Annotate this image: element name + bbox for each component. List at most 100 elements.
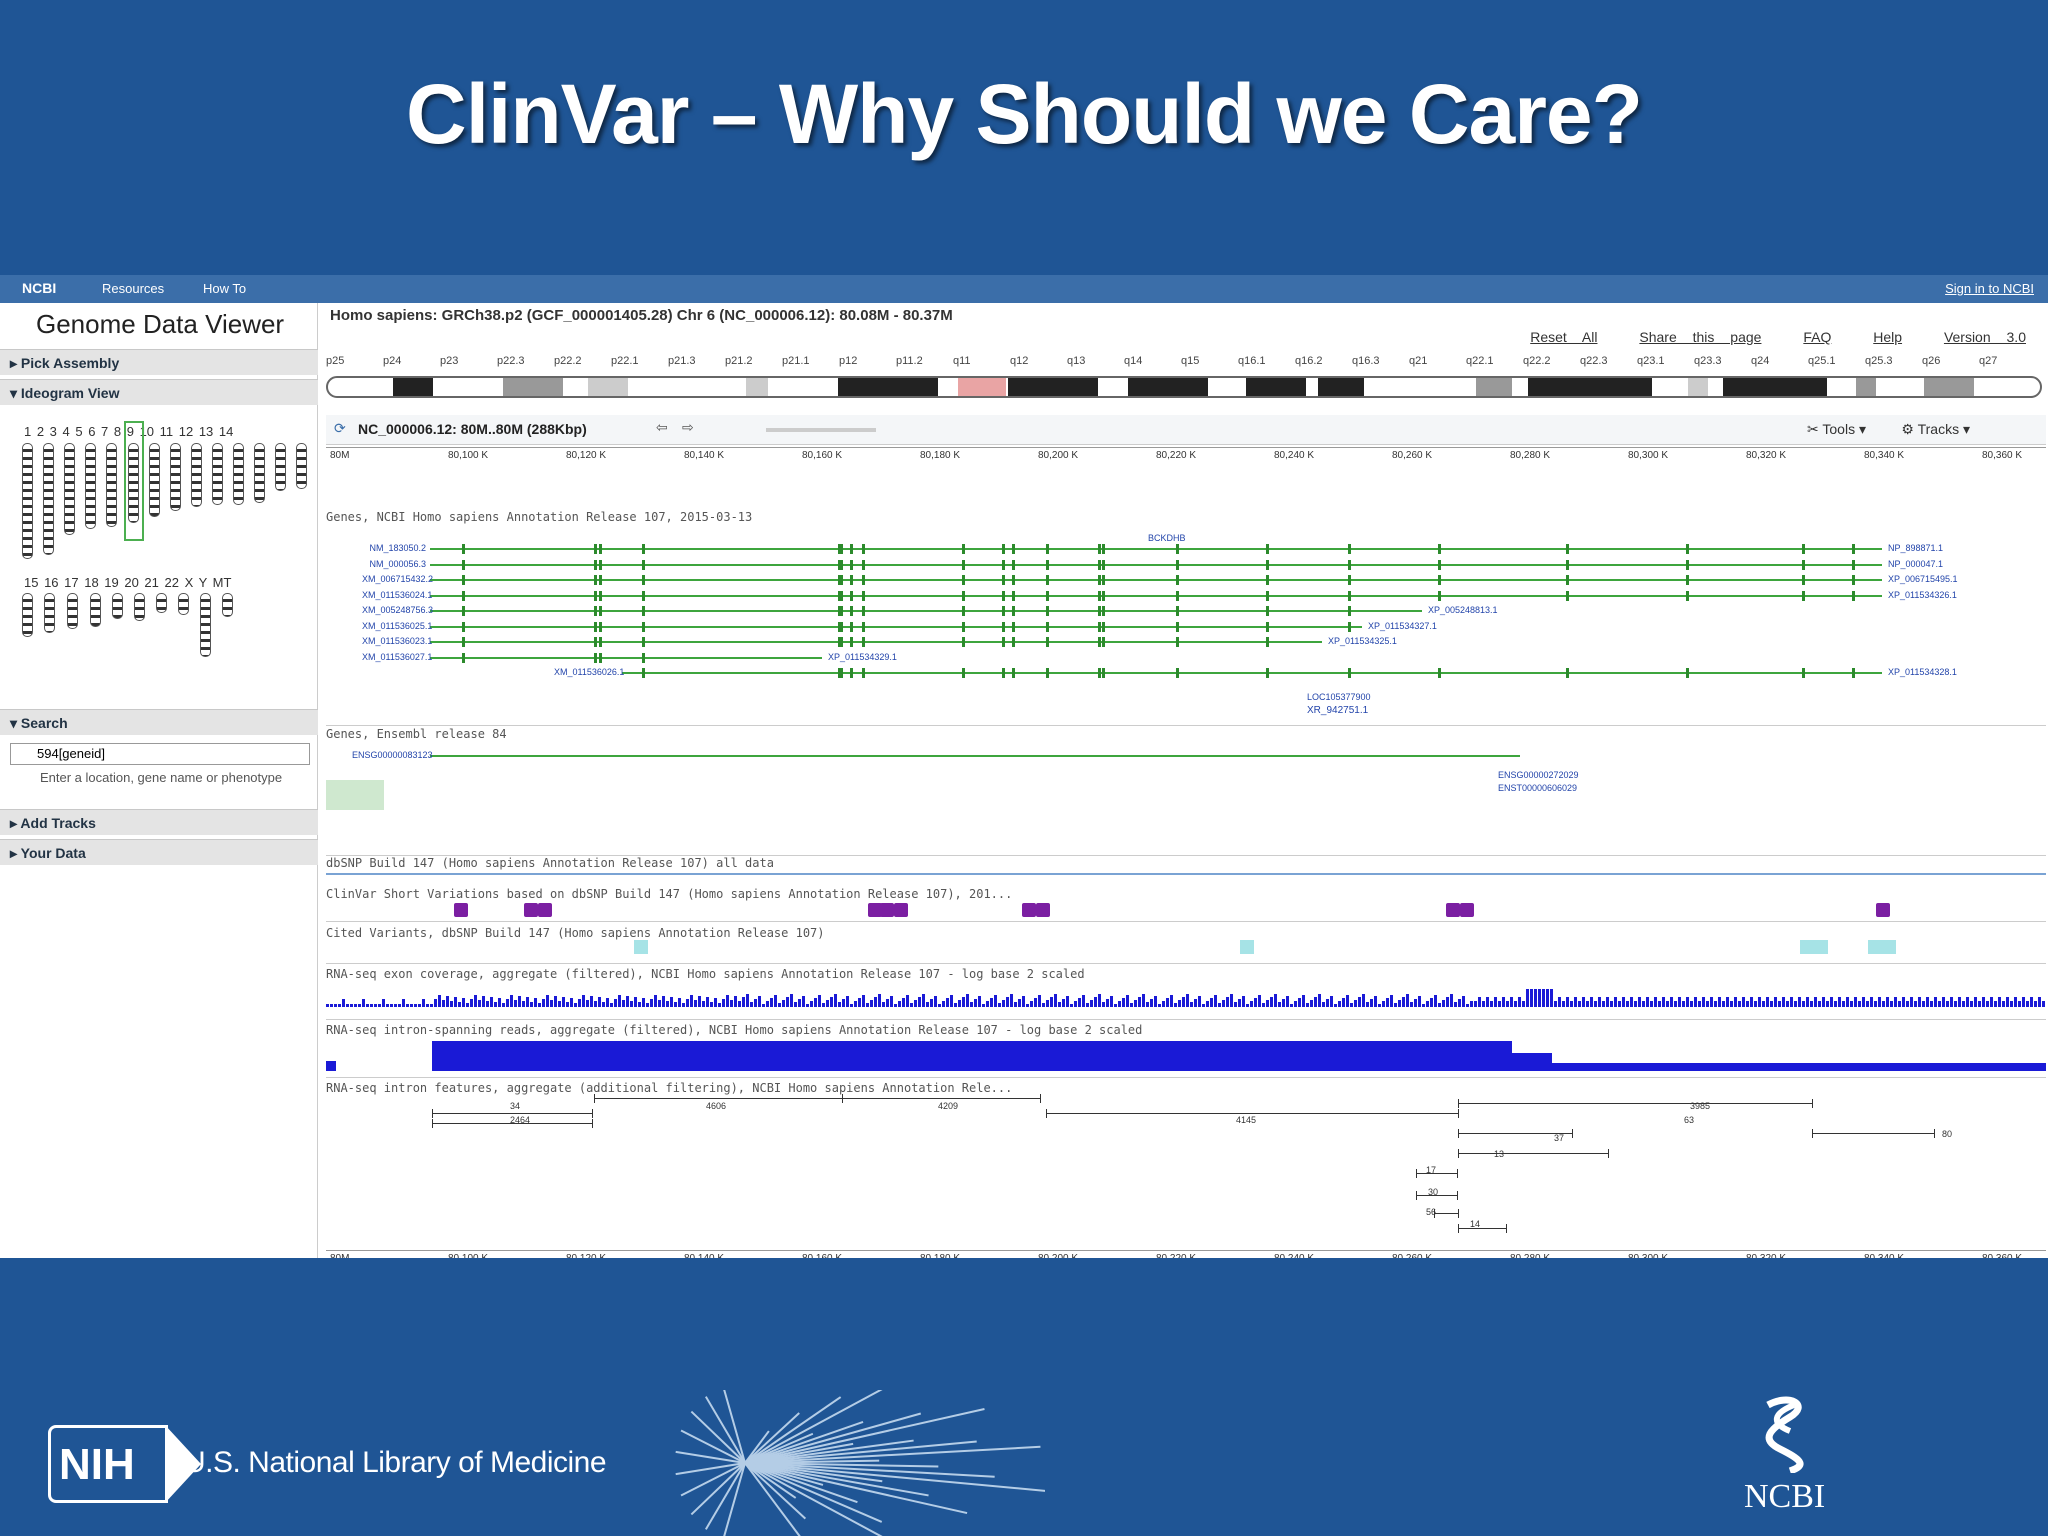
- intron-span[interactable]: [1046, 1113, 1458, 1114]
- chromosome-ideogram[interactable]: [191, 443, 202, 507]
- cited-variant-marker[interactable]: [634, 940, 648, 954]
- chromosome-ideogram[interactable]: [233, 443, 244, 505]
- transcript-label-left[interactable]: XM_006715432.2: [362, 574, 434, 584]
- chromosome-ideogram[interactable]: [128, 443, 139, 523]
- transcript-label-left[interactable]: XM_005248756.3: [362, 605, 434, 615]
- tracks-menu[interactable]: ⚙ Tracks ▾: [1901, 421, 1970, 437]
- reset-all-link[interactable]: Reset All: [1530, 329, 1598, 345]
- transcript-line[interactable]: [622, 672, 1882, 674]
- help-link[interactable]: Help: [1873, 329, 1903, 345]
- clinvar-variant-marker[interactable]: [1022, 903, 1036, 917]
- chromosome-ideogram[interactable]: [149, 443, 160, 517]
- transcript-label-right[interactable]: XP_011534329.1: [828, 651, 897, 662]
- ensembl-gene-line[interactable]: [430, 755, 1520, 757]
- search-section[interactable]: ▾ Search: [0, 709, 318, 735]
- intron-span[interactable]: [1416, 1195, 1457, 1196]
- share-page-link[interactable]: Share this page: [1639, 329, 1762, 345]
- transcript-label-right[interactable]: NP_000047.1: [1888, 558, 1944, 569]
- cited-variant-marker[interactable]: [1814, 940, 1828, 954]
- back-arrow-icon[interactable]: ⇦: [656, 419, 668, 435]
- transcript-line[interactable]: [430, 563, 1882, 566]
- ensembl-left-label[interactable]: ENSG00000083123: [352, 750, 433, 760]
- clinvar-variant-marker[interactable]: [868, 903, 882, 917]
- intron-span[interactable]: [1458, 1133, 1572, 1134]
- ensembl-right-label-2[interactable]: ENST00000606029: [1498, 783, 1578, 793]
- intron-span[interactable]: [1434, 1213, 1458, 1214]
- transcript-label-right[interactable]: XP_011534325.1: [1328, 636, 1397, 646]
- your-data-section[interactable]: ▸ Your Data: [0, 839, 318, 865]
- transcript-label-right[interactable]: XP_011534326.1: [1888, 589, 1957, 600]
- gene-name-label[interactable]: BCKDHB: [1148, 533, 1186, 543]
- resources-menu[interactable]: Resources: [102, 281, 165, 296]
- faq-link[interactable]: FAQ: [1803, 329, 1832, 345]
- chromosome-ideogram[interactable]: [43, 443, 54, 555]
- transcript-line[interactable]: [430, 641, 1322, 643]
- chromosome-ideogram[interactable]: [85, 443, 96, 529]
- chromosome-ideogram[interactable]: [44, 593, 55, 633]
- chromosome-ideogram[interactable]: [200, 593, 211, 657]
- chromosome-ideogram[interactable]: [67, 593, 78, 629]
- pick-assembly-section[interactable]: ▸ Pick Assembly: [0, 349, 318, 375]
- chromosome-ideogram[interactable]: [112, 593, 123, 619]
- intron-span[interactable]: [842, 1098, 1040, 1099]
- clinvar-variant-marker[interactable]: [1446, 903, 1460, 917]
- clinvar-variant-marker[interactable]: [524, 903, 538, 917]
- transcript-label-right[interactable]: XP_005248813.1: [1428, 605, 1498, 615]
- chromosome-ideogram[interactable]: [134, 593, 145, 621]
- chromosome-ideogram[interactable]: [22, 443, 33, 559]
- transcript-label-left[interactable]: XM_011536023.1: [362, 636, 433, 646]
- chromosome-ideogram[interactable]: [212, 443, 223, 505]
- clinvar-variant-marker[interactable]: [454, 903, 468, 917]
- intron-span[interactable]: [1458, 1228, 1506, 1229]
- intron-span[interactable]: [1812, 1133, 1934, 1134]
- transcript-line[interactable]: [430, 610, 1422, 612]
- cited-variant-marker[interactable]: [1800, 940, 1814, 954]
- transcript-line[interactable]: [430, 579, 1882, 581]
- intron-span[interactable]: [594, 1098, 842, 1099]
- chromosome-ideogram[interactable]: [90, 593, 101, 627]
- intron-span[interactable]: [432, 1123, 592, 1124]
- cited-variant-marker[interactable]: [1240, 940, 1254, 954]
- chromosome-ideogram[interactable]: [178, 593, 189, 615]
- how-to-menu[interactable]: How To: [203, 281, 247, 296]
- ncbi-logo[interactable]: NCBI: [22, 280, 57, 296]
- transcript-label-left[interactable]: NM_183050.2: [369, 543, 426, 553]
- transcript-line[interactable]: [430, 625, 1362, 628]
- chromosome-ideogram[interactable]: [106, 443, 117, 527]
- tools-menu[interactable]: ✂ Tools ▾: [1807, 421, 1866, 437]
- zoom-slider[interactable]: [766, 428, 876, 432]
- clinvar-variant-marker[interactable]: [1876, 903, 1890, 917]
- cited-variant-marker[interactable]: [1868, 940, 1882, 954]
- refresh-icon[interactable]: ⟳: [334, 420, 346, 436]
- sign-in-link[interactable]: Sign in to NCBI: [1945, 281, 2034, 296]
- transcript-label-right[interactable]: NP_898871.1: [1888, 543, 1944, 553]
- chromosome-ideogram[interactable]: [22, 593, 33, 637]
- transcript-label-right[interactable]: XP_011534327.1: [1368, 620, 1437, 631]
- intron-span[interactable]: [1458, 1103, 1812, 1104]
- chromosome-ideogram[interactable]: [275, 443, 286, 491]
- xr-label[interactable]: XR_942751.1: [1307, 705, 1369, 716]
- version-link[interactable]: Version 3.0: [1943, 329, 2026, 345]
- transcript-line[interactable]: [430, 656, 822, 659]
- chromosome-ideogram[interactable]: [156, 593, 167, 613]
- cited-variant-marker[interactable]: [1882, 940, 1896, 954]
- clinvar-variant-marker[interactable]: [538, 903, 552, 917]
- add-tracks-section[interactable]: ▸ Add Tracks: [0, 809, 318, 835]
- ideogram-view-section[interactable]: ▾ Ideogram View: [0, 379, 318, 405]
- clinvar-variant-marker[interactable]: [1460, 903, 1474, 917]
- transcript-label-left[interactable]: NM_000056.3: [369, 558, 426, 569]
- intron-span[interactable]: [1458, 1153, 1608, 1154]
- chromosome-ideogram-bar[interactable]: [326, 376, 2042, 398]
- search-input[interactable]: 594[geneid]: [10, 743, 310, 765]
- chromosome-ideogram[interactable]: [170, 443, 181, 511]
- transcript-label-left[interactable]: XM_011536027.1: [362, 651, 433, 662]
- chromosome-ideogram[interactable]: [254, 443, 265, 503]
- ensembl-right-label[interactable]: ENSG00000272029: [1498, 770, 1579, 780]
- transcript-label-left[interactable]: XM_011536024.1: [362, 589, 433, 600]
- transcript-label-right[interactable]: XP_006715495.1: [1888, 574, 1958, 584]
- chromosome-ideogram[interactable]: [222, 593, 233, 617]
- clinvar-variant-marker[interactable]: [880, 903, 894, 917]
- transcript-line[interactable]: [430, 548, 1882, 550]
- transcript-label-left[interactable]: XM_011536026.1: [554, 667, 625, 677]
- transcript-line[interactable]: [430, 594, 1882, 597]
